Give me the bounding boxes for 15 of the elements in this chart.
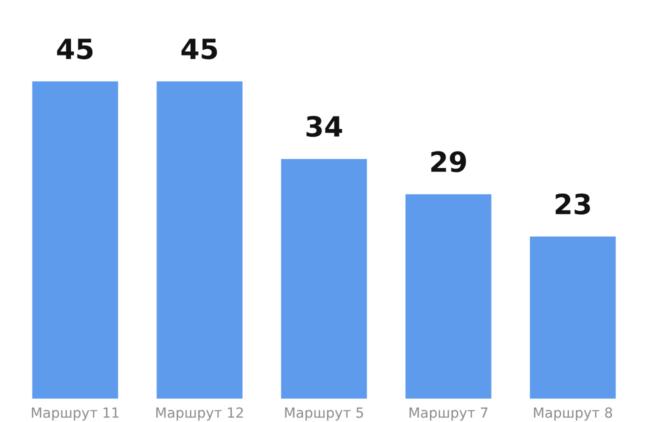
x-tick-label: Маршрут 11 [32, 408, 118, 421]
data-label: 29 [431, 151, 466, 172]
data-label: 23 [556, 194, 590, 215]
bar [281, 158, 367, 399]
bar [405, 194, 492, 399]
x-tick-label: Маршрут 5 [285, 408, 363, 421]
data-label: 34 [306, 116, 342, 137]
bar [530, 236, 616, 399]
data-label: 45 [57, 38, 93, 60]
data-label: 45 [182, 38, 217, 60]
bar [156, 81, 243, 399]
x-tick-label: Маршрут 7 [410, 408, 488, 421]
x-tick-label: Маршрут 12 [156, 407, 243, 421]
x-tick-label: Маршрут 8 [534, 407, 612, 421]
bar [32, 81, 118, 399]
